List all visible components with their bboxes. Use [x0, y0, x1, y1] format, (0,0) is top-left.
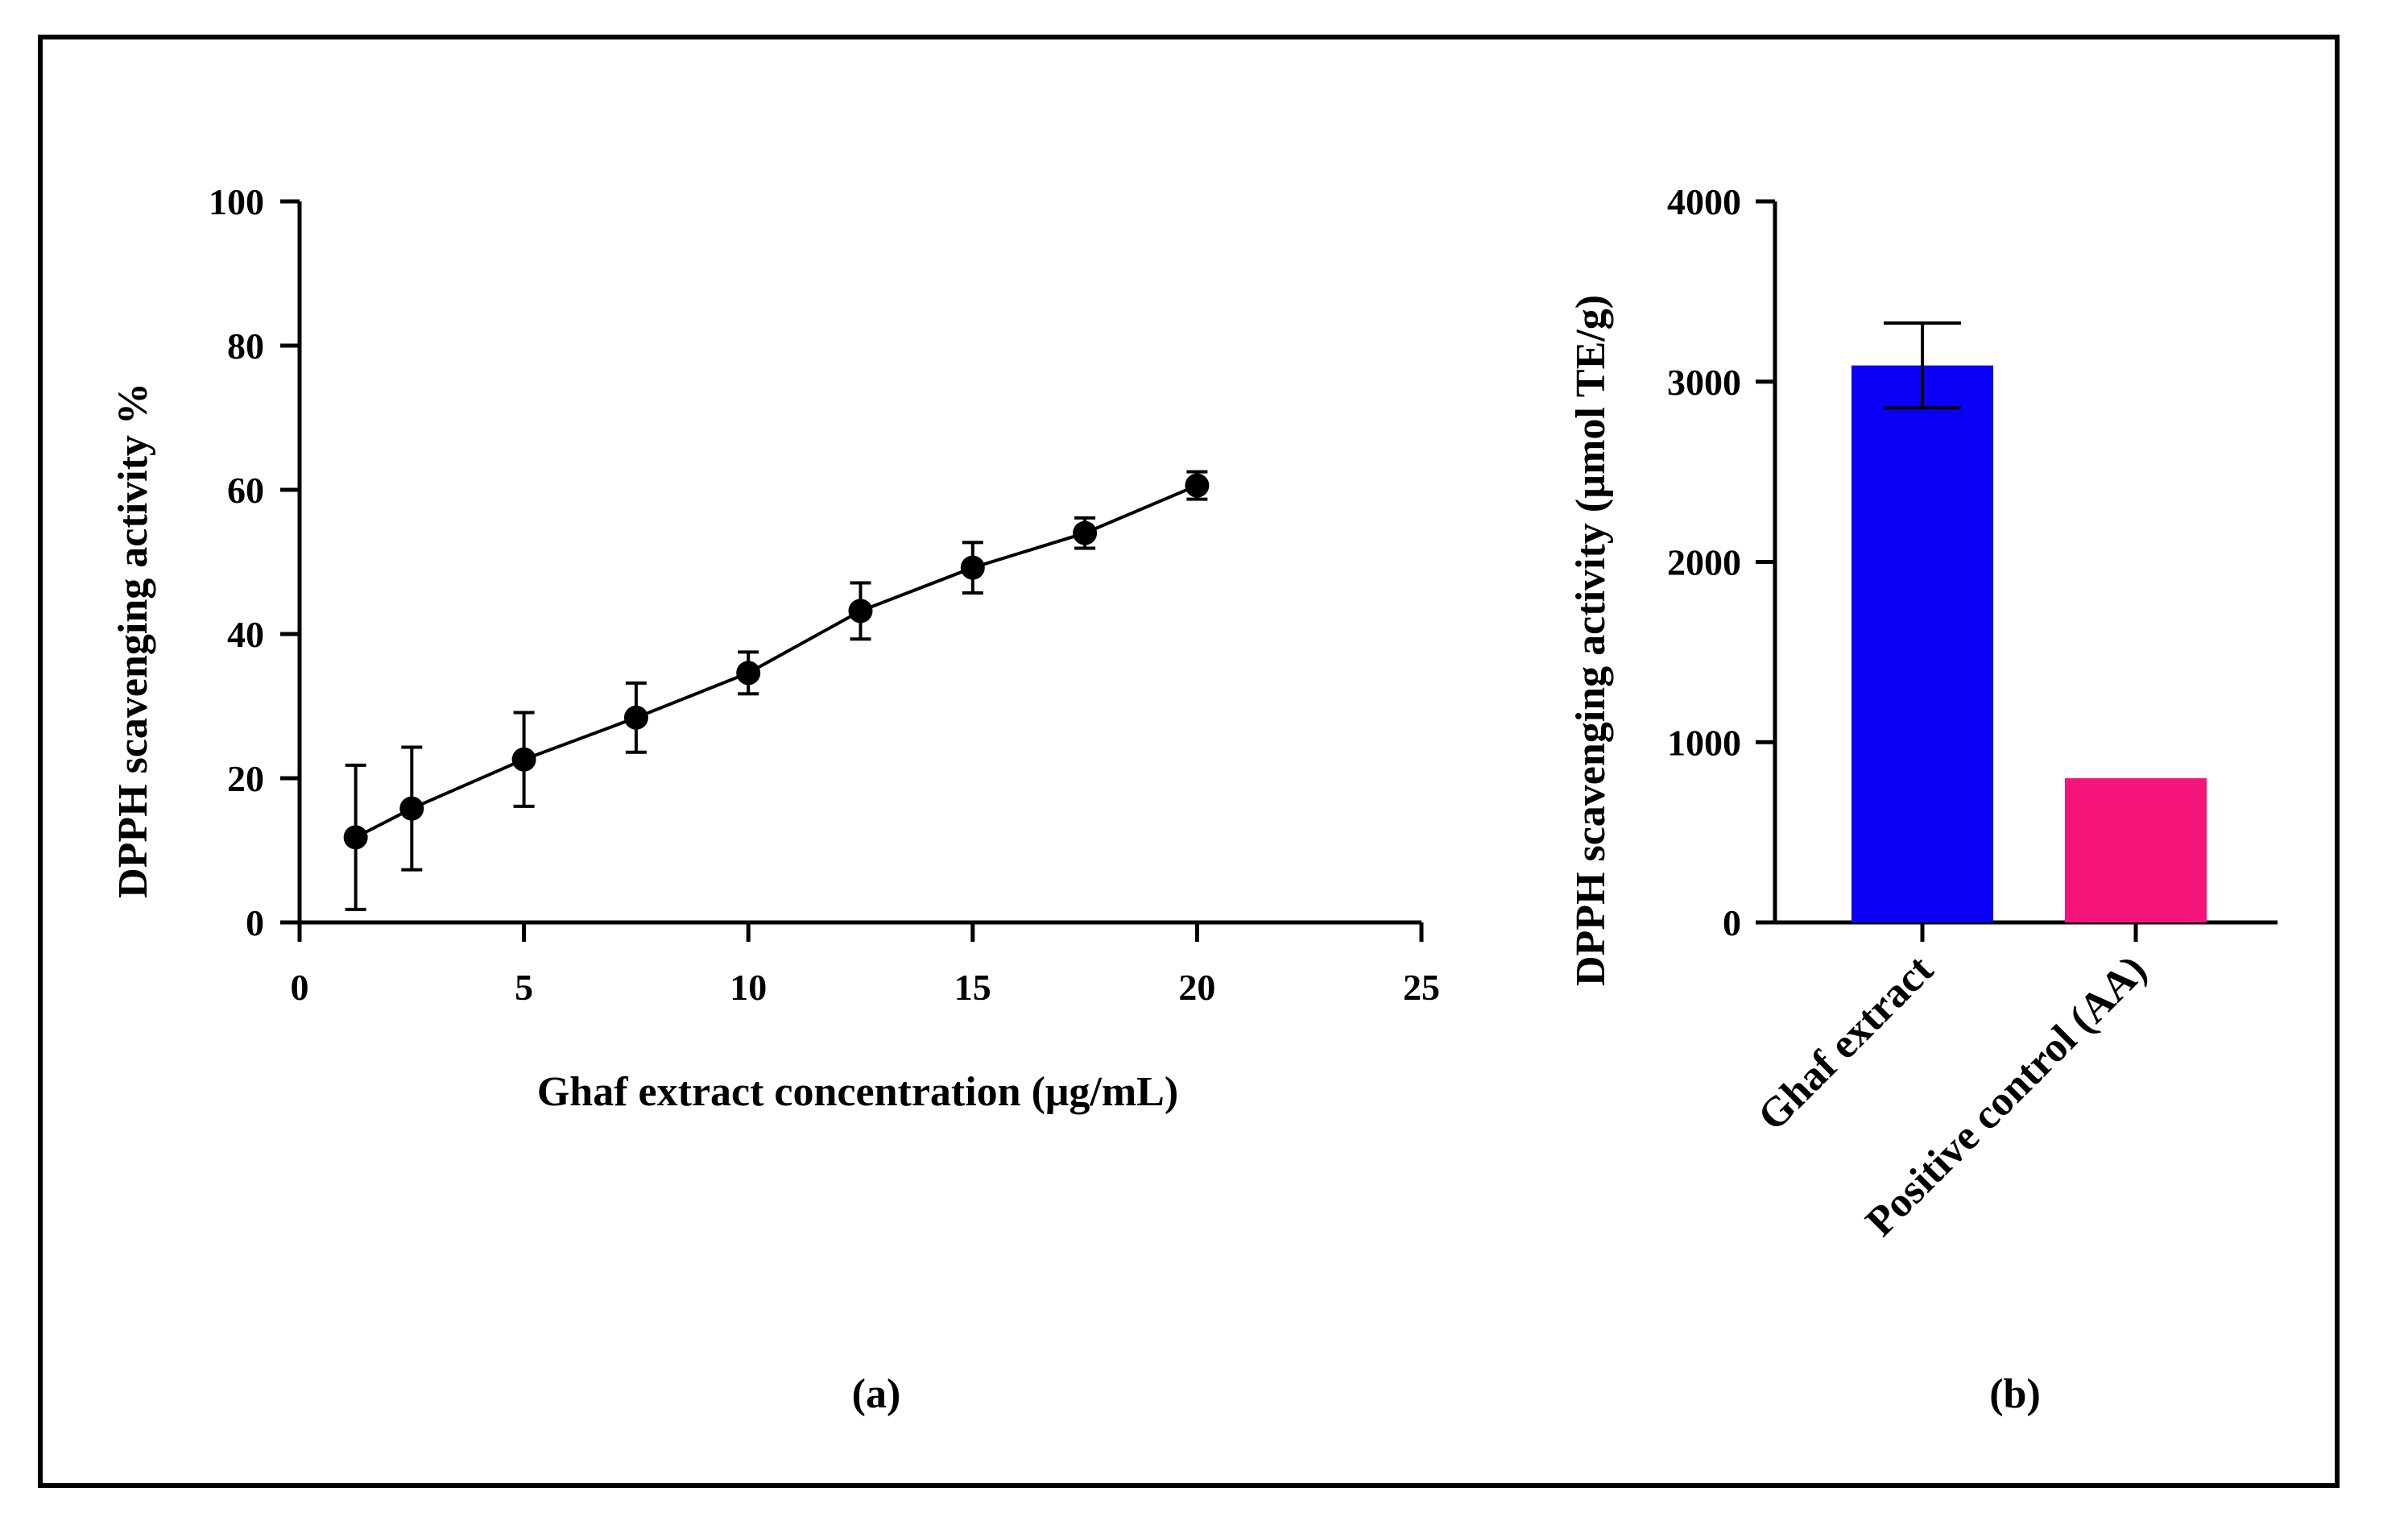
panel-b-label: (b)	[1989, 1371, 2041, 1417]
panel-a-x-axis-title: Ghaf extract concentration (μg/mL)	[537, 1069, 1178, 1115]
panel-b-y-tick-label: 4000	[1667, 181, 1741, 222]
panel-a-data-point	[511, 747, 536, 772]
panel-b-bars	[1852, 321, 2207, 922]
panel-a-data-point	[848, 599, 873, 624]
panel-a-data-point	[1073, 520, 1098, 545]
panel-a-x-tick-label: 10	[730, 967, 767, 1008]
panel-a-x-tick-label: 5	[515, 967, 533, 1008]
panel-a-y-tick-label: 80	[227, 325, 264, 367]
panel-b-y-tick-label: 1000	[1667, 722, 1741, 763]
panel-b-bar	[2065, 778, 2207, 922]
panel-a-y-tick-label: 60	[227, 470, 264, 511]
panel-b-y-axis-title: DPPH scavenging activity (µmol TE/g)	[1568, 295, 1614, 986]
panel-a-data-point	[736, 661, 761, 686]
figure-border	[38, 35, 2340, 1488]
panel-a-axes	[297, 201, 1421, 925]
panel-a-line-chart: 0 20 40 60 80 100 0 5 10 15 20 25 Ghaf extract con…	[110, 181, 1440, 1417]
panel-b-y-tick-label: 0	[1723, 902, 1741, 943]
panel-a-x-tick-label: 15	[954, 967, 991, 1008]
panel-a-label: (a)	[852, 1371, 901, 1417]
panel-a-x-tick-label: 0	[291, 967, 309, 1008]
panel-a-data-point	[1185, 473, 1210, 498]
panel-b-y-ticks: 0 1000 2000 3000 4000	[1667, 181, 1775, 943]
panel-b-x-tick-label: Ghaf extract	[1749, 947, 1943, 1140]
panel-b-bar	[1852, 365, 1993, 922]
panel-a-y-tick-label: 100	[209, 181, 264, 222]
panel-a-y-tick-label: 20	[227, 758, 264, 799]
panel-b-y-tick-label: 2000	[1667, 542, 1741, 583]
panel-a-y-tick-label: 40	[227, 614, 264, 655]
panel-a-data-point	[399, 796, 424, 821]
panel-a-series-line	[354, 483, 1198, 839]
panel-a-y-tick-label: 0	[246, 902, 264, 943]
panel-a-x-ticks: 0 5 10 15 20 25	[291, 922, 1440, 1008]
panel-a-data-point	[623, 705, 648, 730]
panel-a-x-tick-label: 20	[1178, 967, 1215, 1008]
panel-a-series	[343, 470, 1210, 911]
panel-b-y-tick-label: 3000	[1667, 362, 1741, 403]
panel-a-y-ticks: 0 20 40 60 80 100	[209, 181, 300, 943]
panel-a-x-tick-label: 25	[1403, 967, 1440, 1008]
panel-a-y-axis-title: DPPH scavenging activity %	[110, 383, 156, 898]
panel-a-data-point	[960, 555, 985, 580]
panel-a-data-point	[343, 825, 368, 850]
